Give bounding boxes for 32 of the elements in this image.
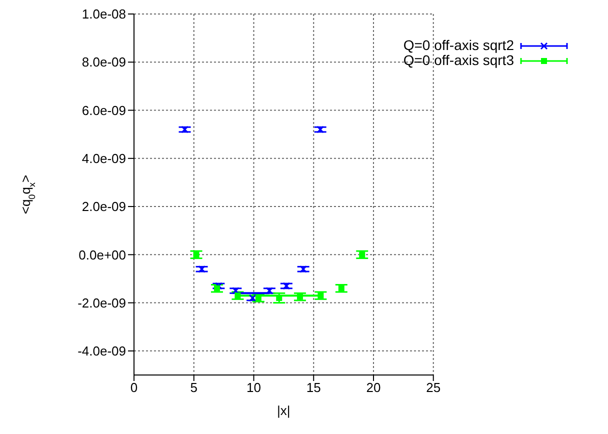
x-tick-label: 0 — [130, 380, 138, 396]
y-tick-label: -4.0e-09 — [78, 344, 126, 359]
point — [359, 252, 366, 258]
y-tick-label: 0.0e+00 — [78, 247, 126, 262]
point — [282, 282, 290, 290]
point — [296, 294, 303, 300]
legend-label: Q=0 off-axis sqrt2 — [403, 37, 514, 53]
y-tick-label: 6.0e-09 — [82, 102, 126, 118]
point — [248, 294, 256, 302]
x-tick-label: 25 — [426, 380, 441, 396]
x-tick-label: 5 — [190, 380, 198, 396]
point — [193, 252, 200, 258]
legend-label: Q=0 off-axis sqrt3 — [403, 52, 514, 68]
point — [198, 265, 206, 273]
y-tick-label: 1.0e-08 — [82, 6, 126, 22]
point — [318, 292, 324, 299]
point — [181, 126, 189, 134]
point — [300, 265, 308, 273]
point — [316, 126, 324, 134]
point — [338, 285, 344, 292]
x-tick-label: 20 — [366, 380, 381, 396]
y-tick-label: -2.0e-09 — [78, 295, 126, 310]
y-tick-label: 2.0e-09 — [82, 199, 126, 214]
point — [214, 285, 220, 292]
point — [214, 282, 222, 290]
point — [255, 294, 262, 301]
x-tick-label: 10 — [246, 380, 261, 396]
point — [234, 292, 241, 299]
x-axis-title: |x| — [277, 403, 290, 418]
x-tick-label: 15 — [306, 380, 321, 396]
y-tick-label: 4.0e-09 — [82, 151, 126, 166]
y-tick-label: 8.0e-09 — [82, 54, 126, 70]
